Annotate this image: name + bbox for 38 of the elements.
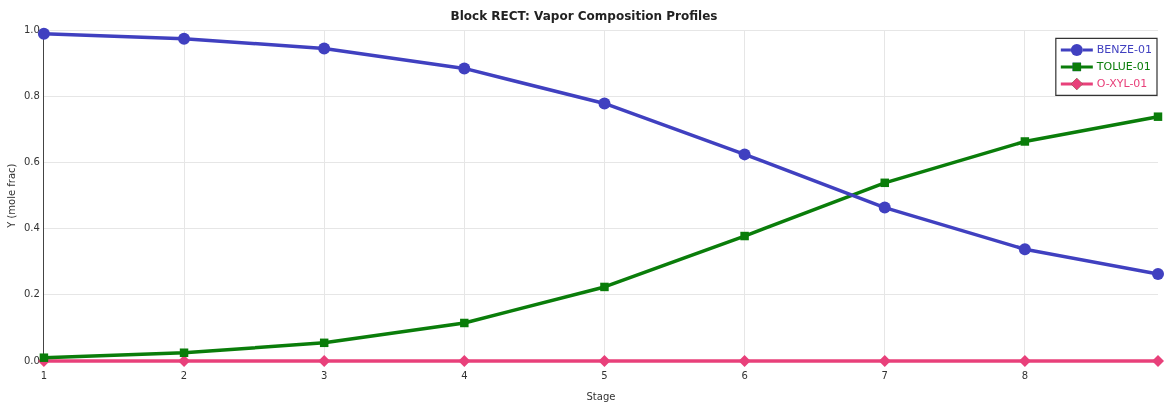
x-tick-label: 2 bbox=[180, 369, 188, 381]
y-tick-label: 0.2 bbox=[24, 288, 40, 300]
x-tick-label: 4 bbox=[461, 369, 468, 381]
point bbox=[39, 353, 49, 362]
legend-label: BENZE-01 bbox=[1096, 42, 1153, 56]
point bbox=[460, 318, 469, 328]
point bbox=[1153, 112, 1163, 121]
point bbox=[1152, 268, 1164, 281]
y-tick-label: 0.0 bbox=[24, 354, 40, 366]
y-axis-title: Y (mole frac) bbox=[5, 163, 17, 229]
x-tick-label: 7 bbox=[881, 369, 888, 381]
x-tick-label: 8 bbox=[1021, 369, 1029, 381]
point bbox=[37, 27, 50, 40]
point bbox=[740, 231, 749, 241]
x-tick-label: 5 bbox=[601, 369, 608, 381]
point bbox=[598, 97, 611, 110]
chart-title: Block RECT: Vapor Composition Profiles bbox=[450, 9, 718, 24]
point bbox=[1018, 243, 1031, 256]
point bbox=[880, 178, 889, 188]
point bbox=[738, 148, 751, 161]
point bbox=[179, 348, 189, 357]
legend-label: TOLUE-01 bbox=[1095, 59, 1151, 73]
x-tick-label: 1 bbox=[40, 369, 48, 381]
point bbox=[600, 282, 609, 292]
point bbox=[318, 42, 331, 55]
y-tick-label: 0.4 bbox=[24, 222, 40, 234]
x-tick-label: 3 bbox=[320, 369, 328, 381]
x-axis-title: Stage bbox=[586, 390, 616, 402]
y-tick-label: 0.6 bbox=[24, 156, 40, 168]
x-tick-label: 6 bbox=[741, 369, 748, 381]
y-tick-label: 1.0 bbox=[24, 23, 40, 35]
legend-label: O-XYL-01 bbox=[1096, 76, 1148, 90]
point bbox=[1020, 137, 1030, 146]
point bbox=[878, 201, 891, 214]
point bbox=[458, 62, 471, 75]
y-tick-label: 0.8 bbox=[24, 90, 40, 102]
point bbox=[1152, 355, 1164, 367]
point bbox=[178, 32, 191, 45]
